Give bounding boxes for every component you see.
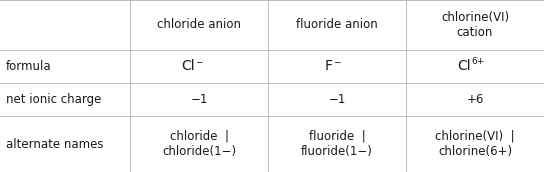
Text: fluoride anion: fluoride anion [296, 19, 378, 31]
Text: fluoride  |
fluoride(1−): fluoride | fluoride(1−) [301, 130, 373, 158]
Text: chlorine(VI)  |
chlorine(6+): chlorine(VI) | chlorine(6+) [435, 130, 515, 158]
Text: chloride  |
chloride(1−): chloride | chloride(1−) [162, 130, 236, 158]
Text: −: − [333, 57, 341, 67]
Text: 6+: 6+ [471, 57, 484, 67]
Text: formula: formula [6, 60, 52, 73]
Text: F: F [325, 60, 333, 73]
Text: Cl: Cl [181, 60, 195, 73]
Text: −1: −1 [190, 93, 208, 106]
Text: alternate names: alternate names [6, 137, 103, 150]
Text: −1: −1 [329, 93, 345, 106]
Text: net ionic charge: net ionic charge [6, 93, 101, 106]
Text: Cl: Cl [458, 60, 471, 73]
Text: chloride anion: chloride anion [157, 19, 241, 31]
Text: chlorine(VI)
cation: chlorine(VI) cation [441, 11, 509, 39]
Text: +6: +6 [466, 93, 484, 106]
Text: −: − [195, 57, 202, 67]
